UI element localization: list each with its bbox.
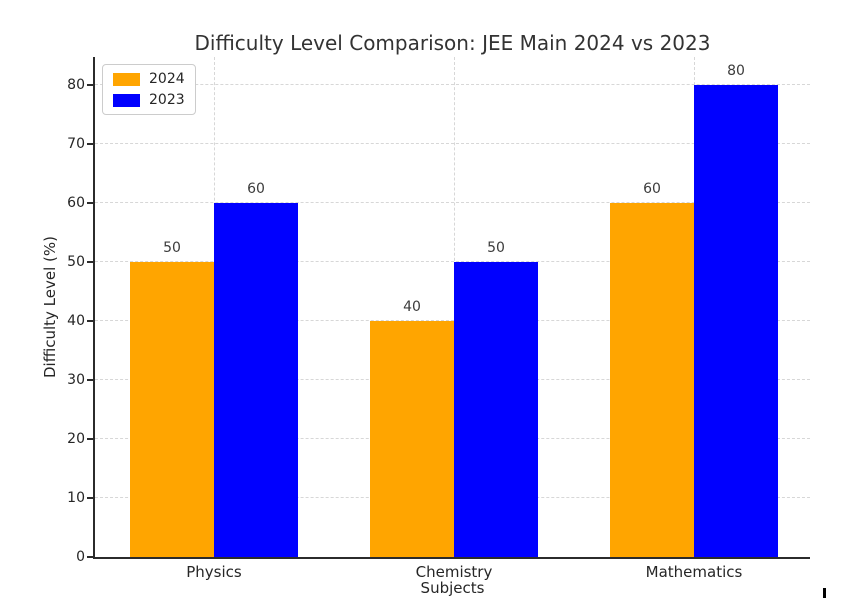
bar-value-label: 50 xyxy=(163,239,181,256)
y-tick-mark xyxy=(87,142,93,145)
x-tick-label: Mathematics xyxy=(645,563,743,581)
y-tick-mark xyxy=(87,556,93,558)
y-tick-label: 20 xyxy=(67,430,85,447)
y-tick-label: 0 xyxy=(76,549,85,565)
legend-item-2024: 2024 xyxy=(113,72,185,86)
bar-2024-mathematics xyxy=(610,202,694,557)
legend-label: 2023 xyxy=(149,92,185,108)
legend-label: 2024 xyxy=(149,71,185,87)
cursor-artifact xyxy=(823,588,826,598)
gridline-horizontal xyxy=(95,142,810,144)
bar-2023-physics xyxy=(214,202,298,557)
bar-value-label: 60 xyxy=(247,180,265,197)
bar-2023-mathematics xyxy=(694,84,778,557)
x-axis-label: Subjects xyxy=(420,579,485,597)
y-tick-mark xyxy=(87,83,93,86)
gridline-horizontal xyxy=(95,83,810,85)
y-tick-label: 40 xyxy=(67,312,85,329)
gridline-horizontal xyxy=(95,319,810,321)
y-tick-mark xyxy=(87,378,93,381)
y-tick-label: 80 xyxy=(67,76,85,93)
y-tick-mark xyxy=(87,437,93,440)
x-axis-spine xyxy=(93,557,810,559)
y-tick-label: 10 xyxy=(67,489,85,506)
bar-2023-chemistry xyxy=(454,261,538,557)
chart-title: Difficulty Level Comparison: JEE Main 20… xyxy=(194,31,711,55)
legend-swatch-2024 xyxy=(113,72,140,86)
plot-area: 2024 2023 0 10 20 30 40 50 60 70 80 Physics Chemist… xyxy=(67,57,810,581)
bar-value-label: 40 xyxy=(403,298,421,315)
y-tick-mark xyxy=(87,319,93,322)
bar-value-label: 60 xyxy=(643,180,661,197)
bar-2024-physics xyxy=(130,261,214,557)
y-tick-mark xyxy=(87,496,93,499)
gridline-horizontal xyxy=(95,260,810,262)
legend-item-2023: 2023 xyxy=(113,93,185,107)
y-tick-label: 50 xyxy=(67,253,85,270)
y-tick-label: 70 xyxy=(67,135,85,152)
y-tick-mark xyxy=(87,201,93,204)
legend: 2024 2023 xyxy=(102,64,196,115)
gridline-horizontal xyxy=(95,201,810,203)
x-tick-label: Physics xyxy=(186,563,242,581)
bar-value-label: 50 xyxy=(487,239,505,256)
y-tick-label: 60 xyxy=(67,194,85,211)
bar-value-label: 80 xyxy=(727,62,745,79)
y-axis-spine xyxy=(93,57,95,559)
y-tick-mark xyxy=(87,260,93,263)
x-tick-label: Chemistry xyxy=(415,563,493,581)
y-tick-label: 30 xyxy=(67,371,85,388)
bar-2024-chemistry xyxy=(370,320,454,557)
legend-swatch-2023 xyxy=(113,93,140,107)
y-axis-label: Difficulty Level (%) xyxy=(41,236,59,378)
